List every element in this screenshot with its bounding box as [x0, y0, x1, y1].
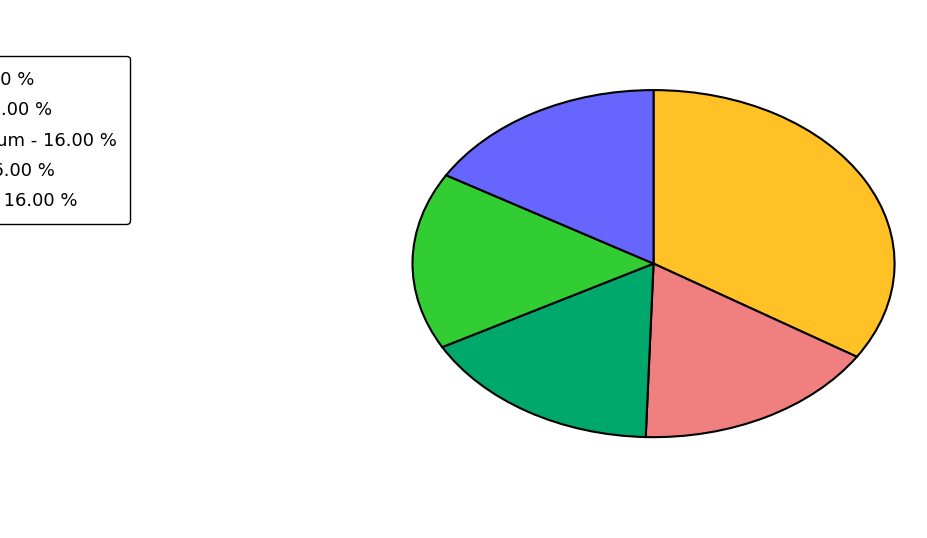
Wedge shape: [442, 264, 654, 437]
Wedge shape: [654, 90, 895, 357]
Wedge shape: [646, 264, 857, 437]
Wedge shape: [413, 175, 654, 347]
Legend: lung - 33.00 %, breast - 16.00 %, endometrium - 16.00 %, kidney - 16.00 %, pancr: lung - 33.00 %, breast - 16.00 %, endome…: [0, 56, 130, 224]
Wedge shape: [446, 90, 654, 264]
